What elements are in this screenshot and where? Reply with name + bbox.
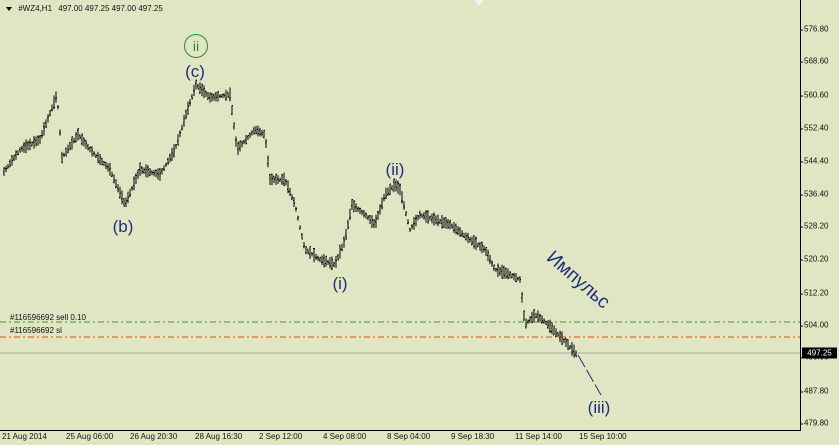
price-tick-label: 576.80 <box>799 24 829 34</box>
chart-header: #WZ4,H1 497.00 497.25 497.00 497.25 <box>6 4 163 13</box>
wave-ii-label: (ii) <box>385 160 405 179</box>
time-tick-label: 2 Sep 12:00 <box>259 432 303 441</box>
price-tick-label: 520.20 <box>799 254 829 264</box>
time-tick-label: 15 Sep 10:00 <box>579 432 627 441</box>
price-tick-label: 568.60 <box>799 56 829 66</box>
price-tick-label: 544.40 <box>799 156 829 166</box>
ohlc-values: 497.00 497.25 497.00 497.25 <box>58 4 163 13</box>
price-chart-plot[interactable]: #WZ4,H1 497.00 497.25 497.00 497.25 #116… <box>0 0 801 431</box>
price-tick-label: 512.20 <box>799 288 829 298</box>
wave-ii-circle-label: ii <box>184 34 208 58</box>
time-tick-label: 8 Sep 04:00 <box>387 432 431 441</box>
sell-order-label: #116596692 sell 0.10 <box>10 313 86 322</box>
price-tick-label: 504.00 <box>799 320 829 330</box>
time-tick-label: 21 Aug 2014 <box>2 432 47 441</box>
wave-iii-label: (iii) <box>587 398 611 417</box>
price-tick-label: 552.40 <box>799 123 829 133</box>
current-price-badge: 497.25 <box>802 347 837 359</box>
symbol-label: #WZ4,H1 <box>18 4 53 13</box>
price-axis[interactable]: 576.80 568.60 560.60 552.40 544.40 536.40 528.… <box>799 0 839 431</box>
price-tick-label: 479.80 <box>799 418 829 428</box>
dropdown-triangle-icon[interactable] <box>6 6 12 11</box>
stop-loss-label: #116596692 sl <box>10 326 62 335</box>
wave-b-label: (b) <box>112 217 134 236</box>
scroll-marker-icon[interactable] <box>474 0 484 6</box>
wave-i-label: (i) <box>332 274 348 293</box>
time-tick-label: 25 Aug 06:00 <box>66 432 114 441</box>
price-bars <box>0 79 800 396</box>
price-tick-label: 487.80 <box>799 386 829 396</box>
time-axis[interactable]: 21 Aug 2014 25 Aug 06:00 26 Aug 20:30 28 Au… <box>0 431 839 445</box>
time-tick-label: 11 Sep 14:00 <box>515 432 563 441</box>
price-tick-label: 528.20 <box>799 221 829 231</box>
wave-c-label: (c) <box>185 62 205 81</box>
price-tick-label: 536.40 <box>799 189 829 199</box>
time-tick-label: 26 Aug 20:30 <box>130 432 178 441</box>
wave-iii-projection <box>577 354 602 396</box>
time-tick-label: 9 Sep 18:30 <box>451 432 495 441</box>
price-tick-label: 560.60 <box>799 90 829 100</box>
time-tick-label: 28 Aug 16:30 <box>195 432 243 441</box>
time-tick-label: 4 Sep 08:00 <box>323 432 367 441</box>
